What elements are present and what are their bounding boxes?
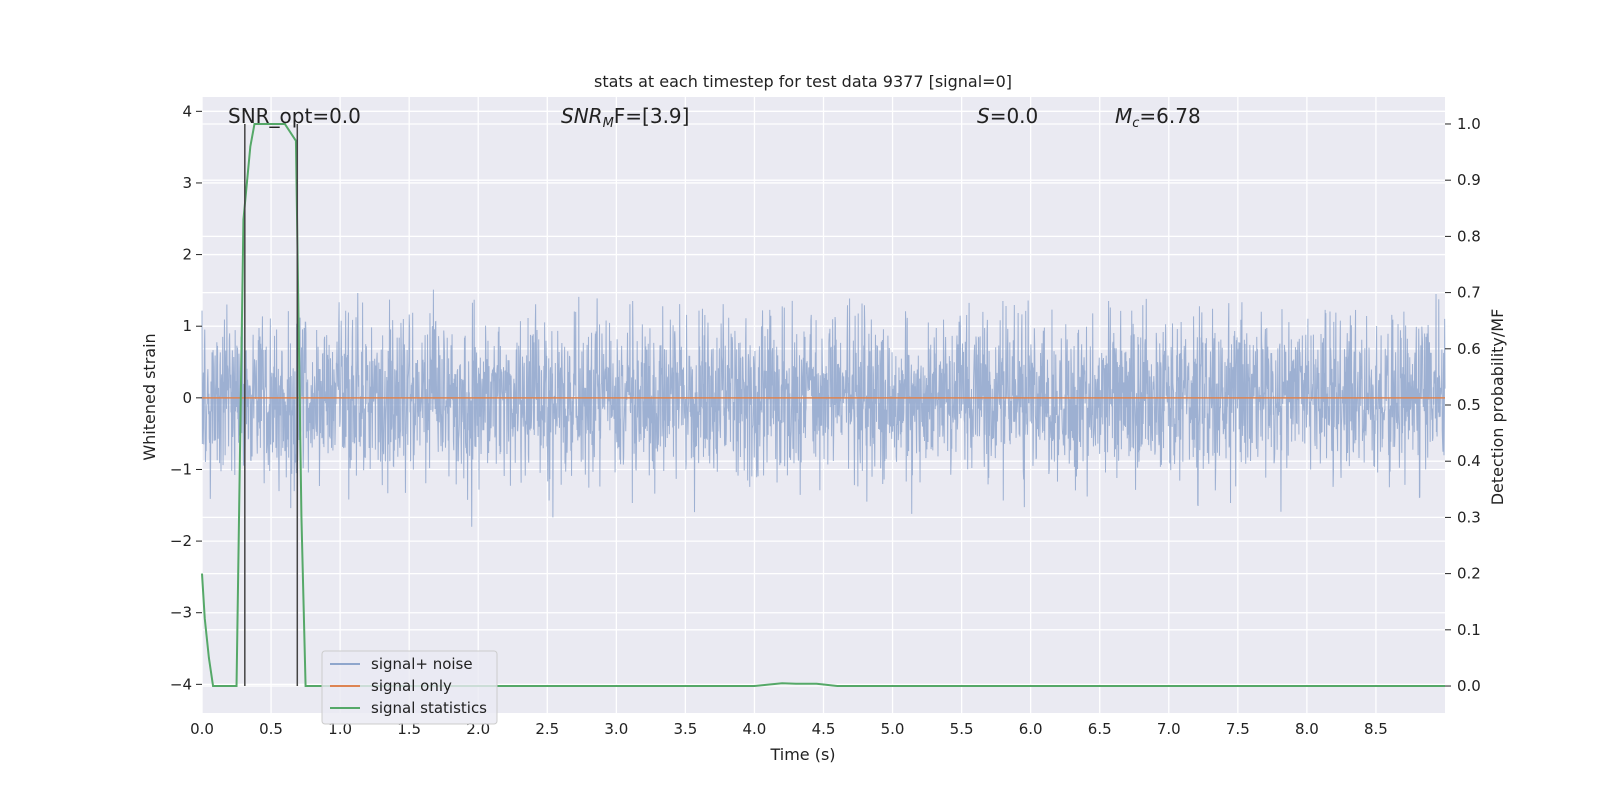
legend-box	[321, 650, 498, 725]
y-right-tick-label: 0.4	[1457, 452, 1481, 470]
y-axis-left-label: Whitened strain	[140, 333, 159, 460]
y-left-tick-label: 4	[182, 102, 192, 120]
y-left-tick-label: −1	[170, 460, 192, 478]
signal-statistics-line	[201, 122, 1445, 688]
y-axis-right-label: Detection probability/MF	[1488, 309, 1507, 506]
legend-label-signal-noise: signal+ noise	[371, 655, 473, 673]
chart-title: stats at each timestep for test data 937…	[594, 72, 1012, 91]
x-tick-label: 2.5	[535, 720, 559, 738]
x-tick-label: 3.5	[673, 720, 697, 738]
y-right-tick-label: 0.2	[1457, 565, 1481, 583]
x-tick-label: 5.5	[950, 720, 974, 738]
y-right-tick-label: 1.0	[1457, 115, 1481, 133]
s-annotation: S=0.0	[977, 104, 1038, 128]
y-axis-right: 0.0 0.1 0.2 0.3 0.4 0.5 0.6 0.7 0.8 0.9 1.0	[1445, 115, 1481, 695]
x-axis: 0.0 0.5 1.0 1.5 2.0 2.5 3.0 3.5 4.0 4.5 5.0 5.5 6.0 6…	[190, 720, 1388, 738]
legend-label-signal-statistics: signal statistics	[371, 699, 487, 717]
y-right-tick-label: 0.7	[1457, 284, 1481, 302]
y-left-tick-label: 3	[182, 174, 192, 192]
x-tick-label: 4.5	[812, 720, 836, 738]
x-tick-label: 4.0	[743, 720, 767, 738]
y-right-tick-label: 0.8	[1457, 227, 1481, 245]
y-left-tick-label: 0	[182, 389, 192, 407]
vertical-markers	[244, 123, 299, 687]
mc-annotation: Mc=6.78	[1115, 104, 1201, 131]
y-right-tick-label: 0.5	[1457, 396, 1481, 414]
y-left-tick-label: 1	[182, 317, 192, 335]
legend-label-signal-only: signal only	[371, 677, 452, 695]
annotations: SNR_opt=0.0 SNRMF=[3.9] S=0.0 Mc=6.78	[228, 104, 1201, 131]
x-tick-label: 3.0	[604, 720, 628, 738]
y-left-tick-label: −2	[170, 532, 192, 550]
y-left-tick-label: −4	[170, 675, 192, 693]
signal-noise-line	[201, 289, 1446, 527]
y-right-tick-label: 0.6	[1457, 340, 1481, 358]
x-tick-label: 0.0	[190, 720, 214, 738]
y-left-tick-label: −3	[170, 604, 192, 622]
y-right-tick-label: 0.1	[1457, 621, 1481, 639]
y-right-tick-label: 0.9	[1457, 171, 1481, 189]
y-right-tick-label: 0.0	[1457, 677, 1481, 695]
snr-opt-annotation: SNR_opt=0.0	[228, 104, 361, 128]
y-axis-left: −4 −3 −2 −1 0 1 2 3 4	[170, 102, 202, 693]
snr-mf-annotation: SNRMF=[3.9]	[561, 104, 689, 131]
x-tick-label: 6.0	[1019, 720, 1043, 738]
signal-statistics-series	[201, 122, 1445, 688]
x-tick-label: 8.5	[1364, 720, 1388, 738]
signal-noise-series	[201, 289, 1446, 527]
x-tick-label: 6.5	[1088, 720, 1112, 738]
x-tick-label: 5.0	[881, 720, 905, 738]
y-left-tick-label: 2	[182, 246, 192, 264]
x-axis-label: Time (s)	[769, 745, 835, 764]
x-tick-label: 7.5	[1226, 720, 1250, 738]
y-right-tick-label: 0.3	[1457, 508, 1481, 526]
x-tick-label: 0.5	[259, 720, 283, 738]
x-tick-label: 7.0	[1157, 720, 1181, 738]
legend: signal+ noise signal only signal statist…	[321, 650, 498, 725]
x-tick-label: 8.0	[1295, 720, 1319, 738]
